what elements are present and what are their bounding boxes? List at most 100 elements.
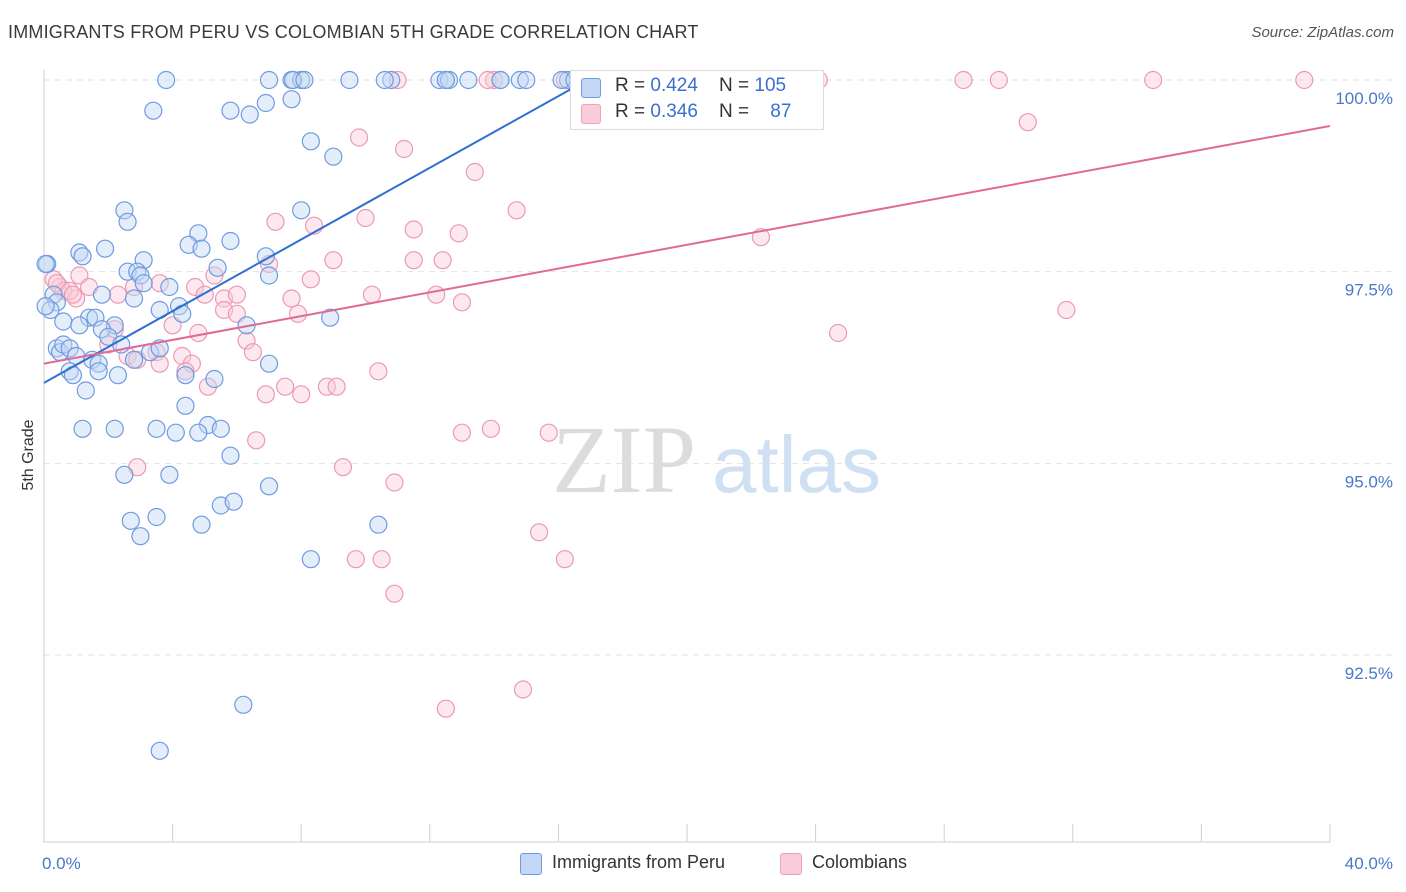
data-point [530, 523, 549, 542]
data-point [221, 231, 240, 251]
x-tick-label: 40.0% [1345, 854, 1393, 873]
data-point [131, 527, 150, 546]
data-point [124, 289, 144, 308]
data-point [259, 477, 279, 496]
y-axis-label: 5th Grade [20, 419, 37, 490]
n-value: 87 [770, 101, 792, 122]
data-point [555, 550, 574, 569]
data-point [954, 70, 973, 90]
data-point [73, 247, 92, 266]
data-point [259, 70, 279, 90]
data-point [157, 70, 176, 90]
data-point [491, 70, 510, 90]
data-point [510, 70, 529, 90]
data-point [1144, 70, 1163, 90]
data-point [205, 369, 224, 389]
data-point [324, 251, 343, 270]
data-point [76, 381, 95, 400]
data-point [452, 293, 472, 312]
data-point [327, 377, 346, 396]
data-point [234, 695, 253, 714]
data-point [95, 239, 115, 258]
y-tick-label: 100.0% [1335, 89, 1393, 108]
series-colombians [44, 70, 1314, 718]
data-point [176, 396, 195, 415]
svg-text:atlas: atlas [712, 420, 881, 509]
data-point [166, 423, 185, 442]
trend-line-peru [43, 79, 588, 384]
data-point [507, 201, 526, 220]
data-point [227, 285, 246, 304]
x-tick-label: 0.0% [42, 854, 81, 873]
data-point [449, 224, 468, 243]
data-point [375, 70, 394, 90]
data-point [147, 507, 166, 527]
data-point [121, 511, 140, 530]
data-point [208, 258, 227, 277]
data-point [517, 70, 536, 90]
data-point [301, 270, 320, 289]
data-point [256, 385, 275, 404]
data-point [150, 274, 169, 293]
data-point [369, 362, 388, 381]
data-point [404, 251, 423, 270]
data-point [382, 70, 401, 90]
data-point [176, 362, 195, 381]
source-label: Source: ZipAtlas.com [1251, 24, 1394, 41]
data-point [89, 362, 108, 381]
data-point [340, 70, 359, 90]
data-point [430, 70, 449, 90]
watermark: ZIP atlas [552, 406, 881, 513]
data-point [452, 423, 472, 442]
r-label: R = [615, 75, 651, 96]
data-point [282, 90, 301, 109]
data-point [211, 419, 230, 438]
data-point [459, 70, 478, 90]
data-point [1295, 70, 1314, 90]
data-point [1018, 113, 1037, 132]
data-point [124, 350, 144, 369]
data-point [221, 446, 240, 465]
r-label: R = [615, 101, 651, 122]
data-point [295, 70, 314, 90]
data-point [436, 699, 455, 718]
axes [43, 70, 1331, 843]
svg-text:ZIP: ZIP [552, 406, 696, 513]
data-point [54, 312, 73, 331]
data-point [243, 343, 263, 362]
data-point [134, 251, 153, 270]
data-point [247, 431, 266, 450]
data-point [36, 297, 55, 316]
n-label: N = [719, 75, 755, 96]
data-point [301, 132, 320, 151]
data-point [160, 277, 179, 297]
data-point [192, 515, 211, 534]
data-point [427, 285, 446, 304]
trend-lines [43, 79, 1331, 384]
y-tick-label: 97.5% [1345, 281, 1393, 300]
data-point [385, 584, 404, 603]
data-point [176, 366, 195, 385]
data-point [189, 423, 208, 442]
legend-swatch-colombians [581, 104, 601, 124]
data-point [333, 458, 353, 477]
data-point [465, 162, 484, 182]
data-point [369, 515, 388, 534]
data-point [189, 323, 208, 343]
data-point [36, 254, 55, 274]
data-point [240, 105, 259, 124]
data-point [108, 285, 128, 304]
data-point [362, 285, 382, 304]
data-point [349, 128, 369, 147]
data-point [118, 212, 137, 231]
r-value: 0.346 [650, 101, 698, 122]
data-point [73, 419, 92, 438]
data-point [108, 366, 128, 385]
data-point [195, 285, 214, 304]
legend-swatch-peru [520, 853, 542, 875]
legend-label-colombians: Colombians [812, 852, 908, 872]
data-point [160, 465, 179, 484]
data-point [150, 741, 169, 760]
data-point [433, 251, 452, 270]
